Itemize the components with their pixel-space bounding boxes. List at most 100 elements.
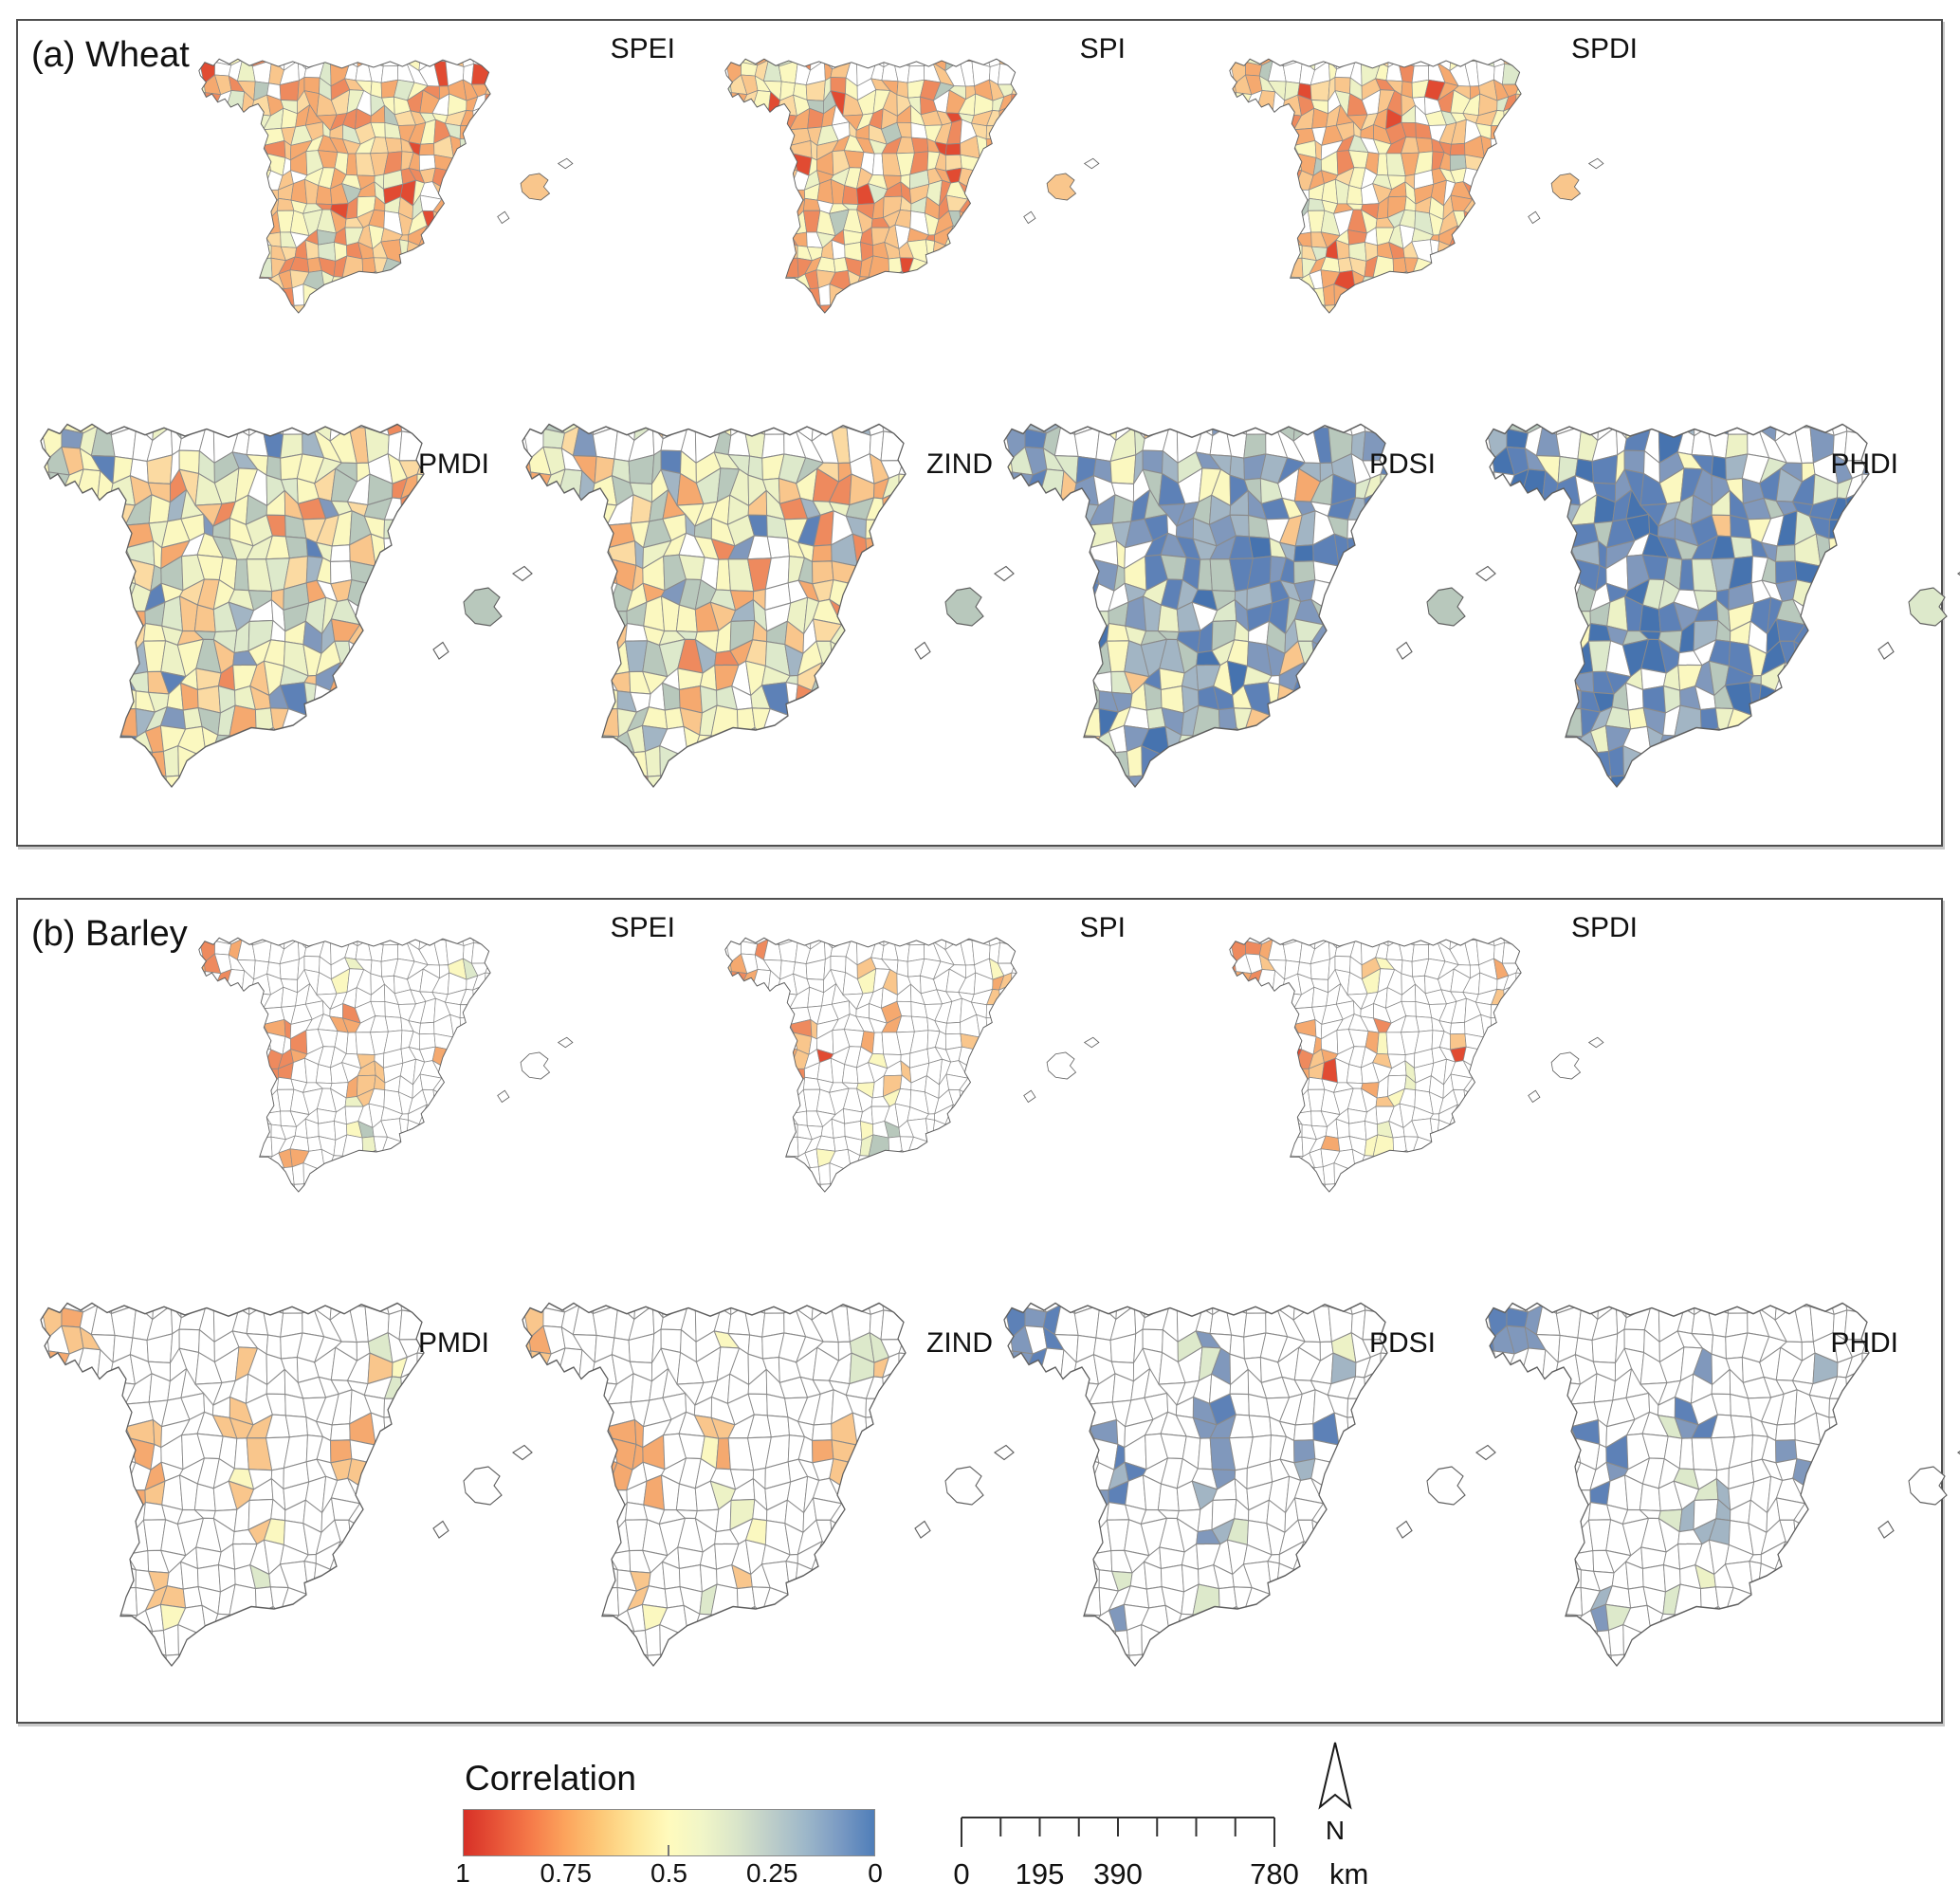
municipality-cell [647, 775, 667, 787]
municipality-cell [418, 245, 439, 264]
map-index-label-a-spei: SPEI [610, 33, 675, 64]
municipality-cell [284, 536, 308, 559]
municipality-cell [817, 283, 831, 306]
municipality-cell [1324, 304, 1340, 313]
municipality-cell [1590, 750, 1612, 777]
municipality-cell [883, 938, 903, 947]
municipality-cell [1428, 59, 1441, 67]
municipality-cell [1674, 1614, 1702, 1633]
island-menorca [557, 1036, 574, 1049]
map-a-zind [522, 423, 1015, 789]
municipality-cell [766, 536, 790, 559]
municipality-cell [959, 1088, 976, 1114]
municipality-cell [459, 125, 475, 140]
municipality-cell [1392, 1136, 1407, 1157]
municipality-cell [924, 59, 937, 67]
municipality-cell [485, 959, 491, 975]
municipality-cell [329, 1568, 356, 1596]
municipality-cell [1463, 1088, 1480, 1114]
municipality-mesh [724, 938, 1017, 1192]
municipality-cell [1747, 424, 1764, 435]
municipality-cell [341, 276, 364, 289]
municipality-cell [865, 537, 885, 567]
municipality-cell [985, 125, 1001, 140]
municipality-cell [1248, 536, 1272, 559]
municipality-cell [1281, 257, 1304, 279]
municipality-cell [1004, 448, 1014, 475]
municipality-cell [742, 424, 766, 435]
municipality-cell [766, 1415, 790, 1438]
municipality-cell [470, 941, 491, 964]
municipality-cell [804, 1166, 821, 1185]
island-ibiza [1023, 1089, 1036, 1104]
spain-outline [40, 423, 425, 789]
municipality-cell [198, 76, 206, 95]
municipality-cell [250, 257, 273, 279]
municipality-cell [145, 750, 167, 777]
municipality-cell [1397, 59, 1415, 67]
panel-title-barley: (b) Barley [31, 914, 188, 954]
island-menorca [1587, 157, 1604, 170]
municipality-cell [522, 448, 532, 475]
municipality-cell [924, 938, 937, 946]
municipality-cell [892, 59, 910, 67]
municipality-cell [1449, 245, 1470, 264]
island-menorca [1083, 157, 1100, 170]
municipality-cell [1072, 707, 1102, 738]
municipality-cell [384, 137, 403, 154]
municipality-cell [985, 137, 1001, 158]
municipality-cell [1449, 142, 1466, 156]
municipality-cell [1553, 1586, 1584, 1617]
municipality-cell [302, 1180, 324, 1192]
map-index-label-b-phdi: PHDI [1830, 1327, 1898, 1359]
municipality-cell [522, 1350, 534, 1379]
municipality-cell [1126, 744, 1143, 777]
municipality-cell [1011, 972, 1017, 986]
municipality-mesh [522, 424, 906, 787]
municipality-cell [885, 270, 904, 289]
municipality-cell [1372, 1155, 1395, 1168]
municipality-cell [357, 59, 376, 68]
municipality-cell [868, 276, 890, 289]
municipality-cell [1346, 519, 1367, 539]
map-a-phdi [1485, 423, 1960, 789]
municipality-cell [291, 283, 304, 306]
municipality-cell [893, 270, 909, 288]
municipality-cell [1747, 1303, 1764, 1314]
municipality-cell [1774, 689, 1801, 717]
municipality-cell [1699, 707, 1719, 738]
island-menorca [993, 565, 1015, 582]
municipality-cell [250, 1136, 273, 1158]
colorbar-tick-label-1: 0.75 [540, 1858, 593, 1888]
municipality-cell [659, 771, 687, 787]
municipality-cell [1828, 519, 1849, 539]
map-b-spdi [1229, 937, 1604, 1193]
municipality-cell [1590, 1629, 1612, 1656]
island-ibiza [432, 1520, 449, 1539]
municipality-cell [1706, 1303, 1730, 1314]
municipality-cell [41, 1350, 52, 1379]
municipality-cell [1011, 80, 1017, 96]
municipality-cell [812, 1423, 833, 1442]
municipality-cell [736, 707, 756, 738]
municipality-cell [1265, 424, 1282, 435]
municipality-cell [1128, 775, 1148, 787]
municipality-cell [627, 750, 649, 777]
municipality-cell [1389, 270, 1408, 289]
municipality-cell [1707, 726, 1729, 751]
map-index-label-a-pdsi: PDSI [1368, 448, 1436, 480]
municipality-cell [777, 257, 799, 279]
municipality-cell [1229, 955, 1236, 974]
municipality-cell [366, 938, 384, 946]
municipality-cell [647, 1653, 667, 1666]
municipality-cell [829, 301, 851, 313]
panel-title-wheat: (a) Wheat [31, 35, 190, 75]
municipality-cell [1281, 1136, 1304, 1158]
map-index-label-b-zind: ZIND [926, 1327, 993, 1359]
municipality-cell [1141, 1650, 1168, 1666]
municipality-cell [743, 726, 765, 751]
municipality-cell [1553, 707, 1584, 738]
island-menorca [1475, 1444, 1496, 1461]
municipality-cell [293, 1183, 309, 1192]
municipality-cell [383, 1398, 404, 1418]
